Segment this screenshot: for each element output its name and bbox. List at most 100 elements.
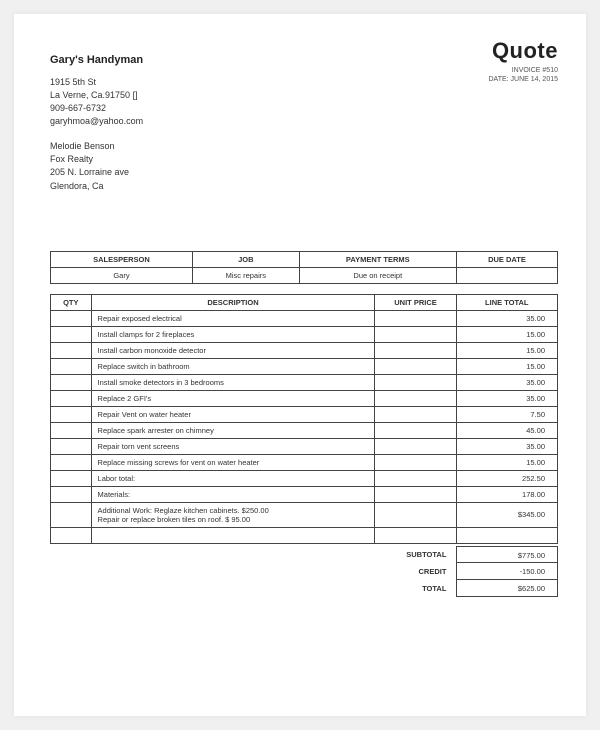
cell-qty (51, 454, 92, 470)
cell-qty (51, 470, 92, 486)
info-job: Misc repairs (192, 267, 299, 283)
to-block: Melodie Benson Fox Realty 205 N. Lorrain… (50, 140, 558, 192)
from-address: 1915 5th St La Verne, Ca.91750 [] 909-66… (50, 76, 558, 128)
cell-total: 15.00 (456, 326, 557, 342)
table-gap (50, 284, 558, 294)
cell-qty (51, 358, 92, 374)
info-header-due: DUE DATE (456, 251, 557, 267)
cell-unit (375, 310, 456, 326)
cell-unit (375, 406, 456, 422)
totals-row-credit: CREDIT -150.00 (50, 563, 558, 580)
cell-total: 15.00 (456, 342, 557, 358)
to-name: Melodie Benson (50, 140, 558, 153)
table-row: Install smoke detectors in 3 bedrooms 35.… (51, 374, 558, 390)
items-header-qty: QTY (51, 294, 92, 310)
cell-desc: Install clamps for 2 fireplaces (91, 326, 375, 342)
cell-unit (375, 342, 456, 358)
info-due (456, 267, 557, 283)
cell-qty (51, 326, 92, 342)
cell-qty (51, 438, 92, 454)
table-row (51, 527, 558, 543)
cell-unit (375, 422, 456, 438)
cell-unit (375, 358, 456, 374)
info-header-row: SALESPERSON JOB PAYMENT TERMS DUE DATE (51, 251, 558, 267)
cell-total (456, 527, 557, 543)
subtotal-label: SUBTOTAL (406, 547, 456, 562)
cell-total: $345.00 (456, 502, 557, 527)
from-name: Gary's Handyman (50, 54, 558, 66)
table-row: Replace spark arrester on chimney 45.00 (51, 422, 558, 438)
info-salesperson: Gary (51, 267, 193, 283)
cell-desc: Replace missing screws for vent on water… (91, 454, 375, 470)
cell-qty (51, 502, 92, 527)
cell-unit (375, 374, 456, 390)
items-table: QTY DESCRIPTION UNIT PRICE LINE TOTAL Re… (50, 294, 558, 544)
cell-total: 35.00 (456, 374, 557, 390)
to-address: Melodie Benson Fox Realty 205 N. Lorrain… (50, 140, 558, 192)
cell-unit (375, 527, 456, 543)
cell-qty (51, 527, 92, 543)
items-header-row: QTY DESCRIPTION UNIT PRICE LINE TOTAL (51, 294, 558, 310)
cell-qty (51, 486, 92, 502)
table-row: Replace missing screws for vent on water… (51, 454, 558, 470)
subtotal-value: $775.00 (456, 546, 558, 563)
total-label: TOTAL (422, 581, 456, 596)
cell-unit (375, 326, 456, 342)
cell-unit (375, 486, 456, 502)
total-value: $625.00 (456, 580, 558, 597)
table-row: Repair torn vent screens35.00 (51, 438, 558, 454)
cell-desc: Replace 2 GFI's (91, 390, 375, 406)
table-row: Labor total: 252.50 (51, 470, 558, 486)
totals-row-total: TOTAL $625.00 (50, 580, 558, 597)
cell-unit (375, 438, 456, 454)
items-header-total: LINE TOTAL (456, 294, 557, 310)
cell-desc: Install smoke detectors in 3 bedrooms (91, 374, 375, 390)
cell-total: 7.50 (456, 406, 557, 422)
cell-total: 178.00 (456, 486, 557, 502)
table-row: Install carbon monoxide detector15.00 (51, 342, 558, 358)
cell-qty (51, 310, 92, 326)
table-row: Replace switch in bathroom 15.00 (51, 358, 558, 374)
quote-page: Quote INVOICE #510 DATE: JUNE 14, 2015 G… (14, 14, 586, 716)
cell-qty (51, 342, 92, 358)
totals-block: SUBTOTAL $775.00 CREDIT -150.00 TOTAL $6… (50, 546, 558, 597)
info-header-terms: PAYMENT TERMS (299, 251, 456, 267)
cell-total: 35.00 (456, 390, 557, 406)
cell-total: 252.50 (456, 470, 557, 486)
cell-desc: Repair exposed electrical (91, 310, 375, 326)
cell-desc (91, 527, 375, 543)
cell-desc: Materials: (91, 486, 375, 502)
credit-value: -150.00 (456, 563, 558, 580)
cell-desc: Labor total: (91, 470, 375, 486)
info-header-salesperson: SALESPERSON (51, 251, 193, 267)
totals-row-subtotal: SUBTOTAL $775.00 (50, 546, 558, 563)
from-email: garyhmoa@yahoo.com (50, 115, 558, 128)
info-terms: Due on receipt (299, 267, 456, 283)
cell-desc: Repair Vent on water heater (91, 406, 375, 422)
to-street: 205 N. Lorraine ave (50, 166, 558, 179)
cell-desc: Additional Work: Reglaze kitchen cabinet… (91, 502, 375, 527)
to-city: Glendora, Ca (50, 180, 558, 193)
cell-total: 45.00 (456, 422, 557, 438)
cell-total: 35.00 (456, 310, 557, 326)
to-company: Fox Realty (50, 153, 558, 166)
cell-unit (375, 470, 456, 486)
spacer (50, 193, 558, 251)
from-street: 1915 5th St (50, 76, 558, 89)
cell-total: 15.00 (456, 358, 557, 374)
from-phone: 909-667-6732 (50, 102, 558, 115)
cell-qty (51, 374, 92, 390)
cell-total: 15.00 (456, 454, 557, 470)
info-data-row: Gary Misc repairs Due on receipt (51, 267, 558, 283)
table-row: Install clamps for 2 fireplaces 15.00 (51, 326, 558, 342)
table-row: Repair Vent on water heater 7.50 (51, 406, 558, 422)
info-table: SALESPERSON JOB PAYMENT TERMS DUE DATE G… (50, 251, 558, 284)
table-row: Additional Work: Reglaze kitchen cabinet… (51, 502, 558, 527)
cell-qty (51, 422, 92, 438)
cell-total: 35.00 (456, 438, 557, 454)
items-header-unit: UNIT PRICE (375, 294, 456, 310)
cell-desc: Replace spark arrester on chimney (91, 422, 375, 438)
items-header-desc: DESCRIPTION (91, 294, 375, 310)
cell-desc: Replace switch in bathroom (91, 358, 375, 374)
cell-unit (375, 390, 456, 406)
